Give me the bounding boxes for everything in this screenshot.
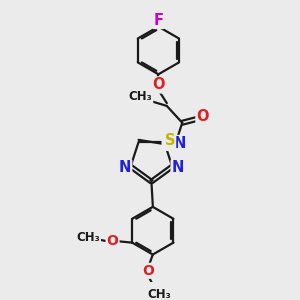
Text: O: O	[143, 264, 154, 278]
Text: S: S	[165, 133, 175, 148]
Text: F: F	[153, 13, 164, 28]
Text: N: N	[173, 136, 186, 151]
Text: N: N	[119, 160, 131, 175]
Text: CH₃: CH₃	[76, 230, 100, 244]
Text: N: N	[172, 160, 184, 175]
Text: H: H	[163, 135, 175, 150]
Text: CH₃: CH₃	[129, 90, 152, 103]
Text: O: O	[106, 234, 119, 248]
Text: O: O	[196, 109, 209, 124]
Text: CH₃: CH₃	[147, 288, 171, 300]
Text: O: O	[152, 77, 165, 92]
